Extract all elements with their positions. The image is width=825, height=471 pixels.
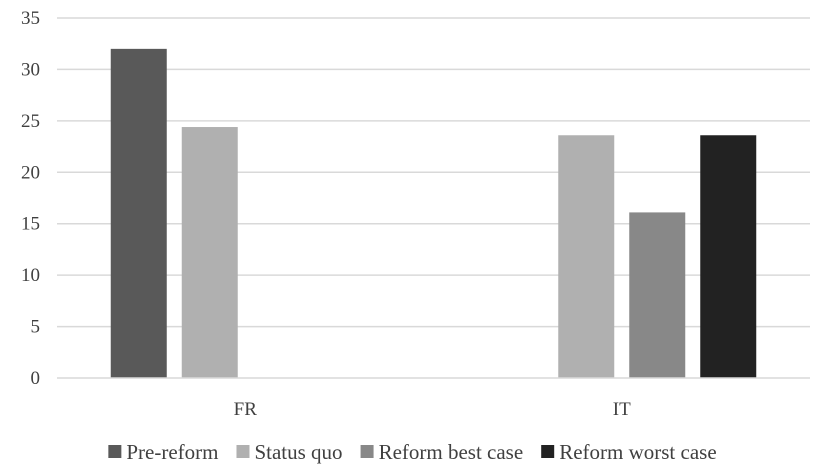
bar-reform-worst-case-it [700, 135, 757, 378]
y-axis-tick-labels: 0 5 10 15 20 25 30 35 [21, 8, 40, 389]
legend: Pre-reform Status quo Reform best case Refo… [108, 440, 717, 464]
legend-label: Pre-reform [126, 440, 218, 464]
legend-label: Status quo [254, 440, 342, 464]
y-tick-label: 10 [21, 265, 40, 286]
y-tick-label: 15 [21, 214, 40, 235]
y-tick-label: 20 [21, 162, 40, 183]
gridlines [57, 17, 810, 328]
legend-label: Reform best case [379, 440, 524, 464]
x-axis: FR IT [57, 377, 810, 420]
x-category-label: FR [234, 399, 258, 420]
legend-swatch [360, 445, 374, 458]
x-category-label: IT [613, 399, 631, 420]
legend-label: Reform worst case [559, 440, 716, 464]
y-tick-label: 30 [21, 59, 40, 80]
legend-swatch [108, 445, 122, 458]
bars [110, 48, 757, 379]
y-tick-label: 25 [21, 111, 40, 132]
y-tick-label: 0 [31, 368, 41, 389]
bar-status-quo-fr [181, 127, 238, 379]
legend-swatch [236, 445, 250, 458]
bar-reform-best-case-it [629, 212, 686, 378]
y-tick-label: 5 [31, 317, 41, 338]
bar-status-quo-it [558, 135, 615, 378]
legend-swatch [541, 445, 555, 458]
bar-pre-reform-fr [110, 48, 167, 378]
y-tick-label: 35 [21, 8, 40, 29]
